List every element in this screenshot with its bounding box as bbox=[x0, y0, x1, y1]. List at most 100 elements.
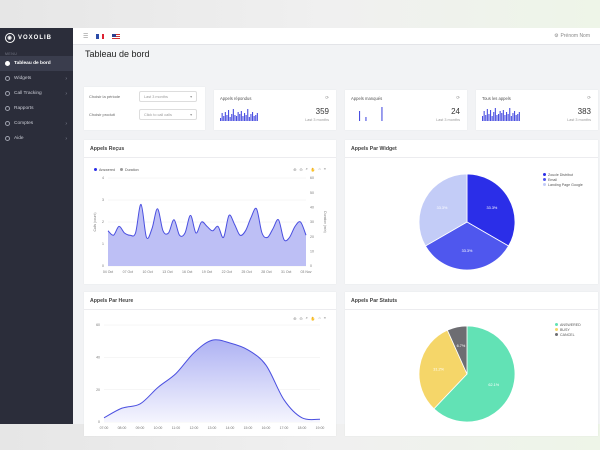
x-tick-label: 04 Oct bbox=[103, 270, 113, 274]
spark-bar bbox=[496, 115, 498, 121]
user-icon: ⚙ bbox=[554, 33, 559, 39]
stat-card-answered: Appels répondus ⟳ 359 Last 3 months bbox=[214, 90, 336, 130]
sidebar-item-5[interactable]: Aide › bbox=[0, 131, 73, 146]
legend-label: Email bbox=[548, 177, 557, 182]
sidebar-item-3[interactable]: Rapports bbox=[0, 101, 73, 116]
zoom-select-icon[interactable]: ⌕ bbox=[305, 167, 308, 171]
pan-icon[interactable]: ✋ bbox=[310, 317, 316, 321]
widget-calls-card: Appels Par Widget 33.3% 33.3% 33.3% Zoucle… bbox=[345, 140, 598, 284]
divider bbox=[345, 157, 598, 158]
y-tick-label: 0 bbox=[98, 420, 100, 424]
y-tick-label-right: 50 bbox=[310, 191, 314, 195]
zoom-out-icon[interactable]: ⊖ bbox=[299, 168, 303, 172]
legend-label: Zoucle Distribut bbox=[548, 172, 573, 177]
series-area bbox=[104, 339, 320, 422]
spark-bar bbox=[498, 114, 500, 121]
spark-bar bbox=[482, 116, 484, 121]
french-flag-icon[interactable] bbox=[96, 33, 105, 39]
dashboard-icon bbox=[5, 61, 10, 66]
menu-icon[interactable]: ≡ bbox=[323, 167, 326, 171]
legend-item[interactable]: Email bbox=[543, 177, 583, 182]
y-tick-label-right: 40 bbox=[310, 206, 314, 210]
y-tick-label-right: 60 bbox=[310, 176, 314, 180]
sidebar-item-1[interactable]: Widgets › bbox=[0, 71, 73, 86]
legend-dot bbox=[543, 173, 546, 176]
hamburger-menu-icon[interactable]: ☰ bbox=[83, 33, 89, 40]
filters-card: Choisir la période Last 3 months ▾ Chois… bbox=[84, 87, 205, 130]
user-menu[interactable]: ⚙ Prénom Nom bbox=[554, 33, 590, 39]
pie-slice bbox=[433, 325, 516, 423]
y-tick-label: 40 bbox=[96, 356, 100, 360]
zoom-select-icon[interactable]: ⌕ bbox=[305, 316, 308, 320]
legend-label: Duration bbox=[124, 167, 139, 172]
legend-item[interactable]: CANCEL bbox=[555, 332, 581, 337]
menu-icon[interactable]: ≡ bbox=[323, 316, 326, 320]
period-label: Choisir la période bbox=[89, 94, 121, 99]
legend-label: CANCEL bbox=[560, 332, 575, 337]
spark-bar bbox=[229, 117, 231, 121]
spark-bar bbox=[491, 116, 493, 121]
reset-home-icon[interactable]: ⌂ bbox=[318, 167, 321, 171]
spark-bar bbox=[232, 109, 234, 121]
spark-bar bbox=[506, 112, 508, 121]
stat-title: Appels répondus bbox=[220, 96, 252, 101]
pan-icon[interactable]: ✋ bbox=[310, 168, 316, 172]
accounts-icon bbox=[5, 121, 10, 126]
zoom-in-icon[interactable]: ⊕ bbox=[293, 317, 297, 321]
logo-icon: ◉ bbox=[5, 33, 15, 43]
reset-home-icon[interactable]: ⌂ bbox=[318, 316, 321, 320]
sidebar-item-4[interactable]: Comptes › bbox=[0, 116, 73, 131]
divider bbox=[84, 309, 336, 310]
product-select[interactable]: Click to call calls ▾ bbox=[139, 109, 197, 120]
spark-bar bbox=[365, 117, 367, 121]
legend-dot bbox=[543, 178, 546, 181]
stat-title: Tous les appels bbox=[482, 96, 511, 101]
x-tick-label: 25 Oct bbox=[241, 270, 251, 274]
received-calls-card: Appels Reçus Answered Duration ⊕ ⊖ ⌕ ✋ ⌂ ≡ 0 1… bbox=[84, 140, 336, 284]
slice-label: 62.1% bbox=[488, 383, 499, 387]
widget-pie-chart: 33.3% 33.3% 33.3% bbox=[418, 173, 516, 271]
spark-bar bbox=[514, 111, 516, 121]
chevron-right-icon: › bbox=[65, 75, 67, 82]
zoom-in-icon[interactable]: ⊕ bbox=[293, 168, 297, 172]
x-tick-label: 17:00 bbox=[280, 426, 289, 430]
sidebar-item-2[interactable]: Call Tracking › bbox=[0, 86, 73, 101]
y-tick-label: 60 bbox=[96, 323, 100, 327]
spark-bar bbox=[228, 110, 230, 121]
us-flag-icon[interactable] bbox=[112, 33, 121, 39]
pie-slice bbox=[446, 325, 468, 375]
spark-bar bbox=[518, 112, 520, 121]
sparkline-missed bbox=[359, 107, 383, 121]
slice-label: 6.7% bbox=[457, 344, 466, 348]
x-tick-label: 09:00 bbox=[136, 426, 145, 430]
period-select[interactable]: Last 3 months ▾ bbox=[139, 91, 197, 102]
spark-bar bbox=[485, 115, 487, 121]
zoom-out-icon[interactable]: ⊖ bbox=[299, 317, 303, 321]
refresh-icon[interactable]: ⟳ bbox=[325, 95, 329, 100]
refresh-icon[interactable]: ⟳ bbox=[587, 95, 591, 100]
widget-legend: Zoucle Distribut Email Landing Page Google bbox=[543, 172, 583, 187]
legend-item[interactable]: BUSY bbox=[555, 327, 581, 332]
legend-item[interactable]: Landing Page Google bbox=[543, 182, 583, 187]
chevron-down-icon: ▾ bbox=[190, 95, 192, 99]
legend-item[interactable]: Answered bbox=[94, 167, 115, 172]
sidebar-item-label: Comptes bbox=[14, 121, 34, 126]
legend-label: Landing Page Google bbox=[548, 182, 583, 187]
user-name: Prénom Nom bbox=[560, 33, 590, 39]
chart-toolbar: ⊕ ⊖ ⌕ ✋ ⌂ ≡ bbox=[293, 167, 326, 172]
spark-bar bbox=[224, 112, 226, 121]
legend-item[interactable]: Duration bbox=[119, 167, 139, 172]
chevron-right-icon: › bbox=[65, 120, 67, 127]
refresh-icon[interactable]: ⟳ bbox=[456, 95, 460, 100]
slice-label: 33.3% bbox=[487, 206, 498, 210]
logo-text: VOXOLIB bbox=[18, 35, 53, 41]
legend-item[interactable]: ANSWERED bbox=[555, 322, 581, 327]
top-bar: ☰ ⚙ Prénom Nom bbox=[73, 28, 600, 45]
spark-bar bbox=[240, 111, 242, 121]
status-legend: ANSWERED BUSY CANCEL bbox=[555, 322, 581, 337]
legend-item[interactable]: Zoucle Distribut bbox=[543, 172, 583, 177]
spark-bar bbox=[231, 114, 233, 121]
y-tick-label: 0 bbox=[102, 264, 104, 268]
sidebar-item-0[interactable]: Tableau de bord bbox=[0, 56, 73, 71]
logo[interactable]: ◉ VOXOLIB bbox=[0, 28, 73, 48]
